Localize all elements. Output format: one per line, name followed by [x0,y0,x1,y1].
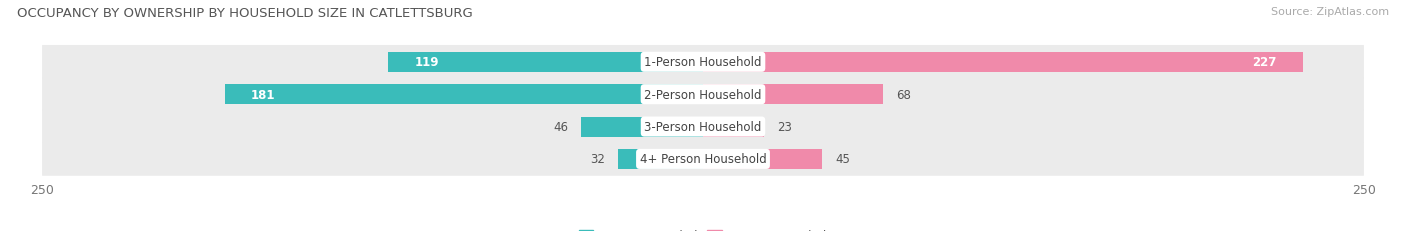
Text: 1-Person Household: 1-Person Household [644,56,762,69]
Text: 2-Person Household: 2-Person Household [644,88,762,101]
FancyBboxPatch shape [42,46,1364,79]
Bar [225,85,703,105]
Bar [703,117,763,137]
Text: 119: 119 [415,56,440,69]
Text: 45: 45 [835,153,851,166]
Text: 227: 227 [1253,56,1277,69]
Bar [703,52,1303,73]
Legend: Owner-occupied, Renter-occupied: Owner-occupied, Renter-occupied [574,224,832,231]
Text: 23: 23 [778,121,792,134]
Text: Source: ZipAtlas.com: Source: ZipAtlas.com [1271,7,1389,17]
Bar [703,149,823,169]
Text: 4+ Person Household: 4+ Person Household [640,153,766,166]
Bar [703,85,883,105]
Text: 46: 46 [553,121,568,134]
Bar [619,149,703,169]
Text: OCCUPANCY BY OWNERSHIP BY HOUSEHOLD SIZE IN CATLETTSBURG: OCCUPANCY BY OWNERSHIP BY HOUSEHOLD SIZE… [17,7,472,20]
Text: 32: 32 [591,153,605,166]
Text: 3-Person Household: 3-Person Household [644,121,762,134]
FancyBboxPatch shape [42,143,1364,176]
Text: 181: 181 [252,88,276,101]
Bar [582,117,703,137]
Text: 68: 68 [896,88,911,101]
FancyBboxPatch shape [42,110,1364,144]
Bar [388,52,703,73]
FancyBboxPatch shape [42,78,1364,112]
